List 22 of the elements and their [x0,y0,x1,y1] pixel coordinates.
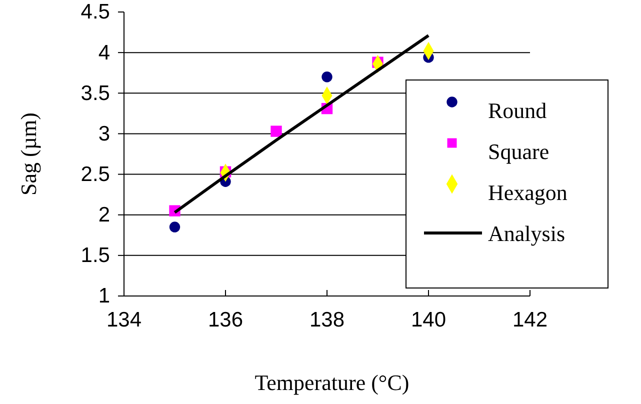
y-tick-label: 1 [98,284,110,308]
x-tick-label: 138 [309,308,345,332]
y-tick-label: 2.5 [80,163,110,186]
legend-label: Square [488,139,550,164]
point [322,72,332,82]
y-tick-label: 4.5 [80,0,110,24]
legend-label: Hexagon [488,180,568,205]
x-tick-label: 140 [410,308,446,332]
x-tick-label: 136 [208,308,244,332]
x-tick-label: 142 [512,308,548,332]
point [169,222,180,232]
x-tick-label: 134 [106,308,142,332]
y-tick-label: 4 [98,41,110,64]
y-tick-label: 3 [98,122,110,146]
x-axis-title: Temperature (°C) [254,370,410,395]
point [270,126,282,137]
y-axis-title: Sag (µm) [16,112,41,196]
y-tick-label: 1.5 [80,244,110,268]
legend-label: Analysis [488,221,565,246]
legend-label: Round [488,98,547,123]
y-tick-label: 3.5 [80,82,110,105]
y-tick-label: 2 [98,204,110,227]
